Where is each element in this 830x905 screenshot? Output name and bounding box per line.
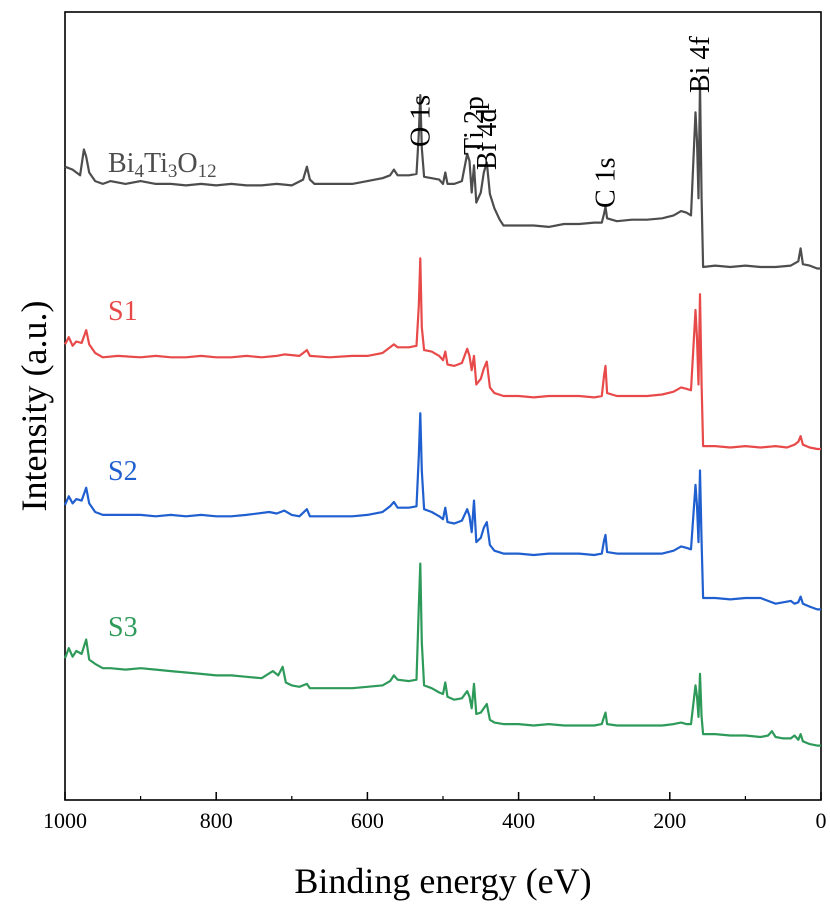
peak-label-1: Ti 2p [459, 96, 490, 155]
peak-label-0: O 1s [405, 95, 436, 147]
plot-area [64, 11, 822, 801]
x-tick-label: 1000 [43, 808, 87, 833]
x-tick-label: 600 [351, 808, 384, 833]
series-line-3 [63, 562, 821, 747]
y-axis-title: Intensity (a.u.) [14, 301, 54, 512]
series-labels: Bi4Ti3O12 S1 S2 S3 [108, 148, 217, 643]
x-tick-label: 0 [816, 808, 827, 833]
series-label-2: S2 [108, 456, 138, 487]
series-layer [63, 82, 821, 747]
series-label-0: Bi4Ti3O12 [108, 148, 217, 182]
x-tick-label: 400 [502, 808, 535, 833]
peak-label-4: Bi 4f [685, 36, 716, 93]
series-label-1: S1 [108, 296, 138, 327]
x-axis-title: Binding energy (eV) [294, 861, 591, 901]
series-line-2 [63, 412, 821, 611]
series-label-3: S3 [108, 612, 138, 643]
x-tick-label: 200 [653, 808, 686, 833]
x-axis-ticks: 1000 800 600 400 200 0 [43, 792, 827, 833]
series-line-1 [64, 257, 821, 451]
plot-border [64, 11, 822, 801]
x-tick-label: 800 [200, 808, 233, 833]
series-line-0 [64, 82, 821, 270]
peak-label-3: C 1s [591, 157, 622, 208]
peak-label-2: Bi 4d [472, 109, 503, 170]
